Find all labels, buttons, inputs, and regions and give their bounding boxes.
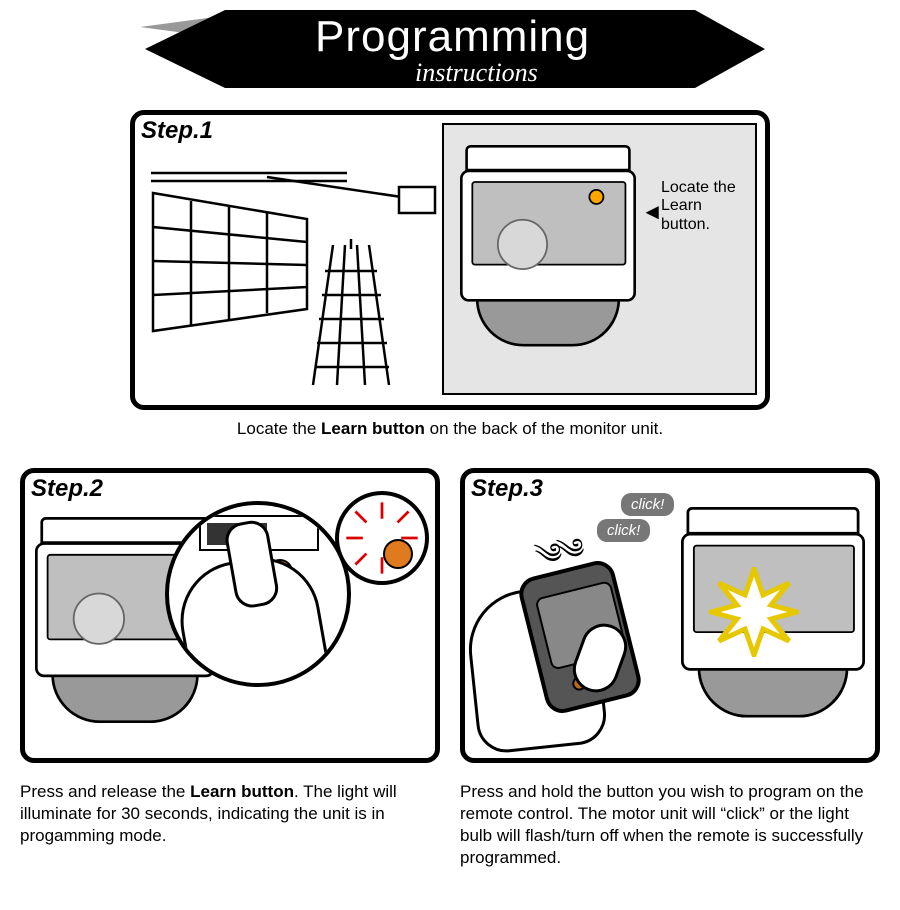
step2-column: Step.2 [20, 468, 440, 869]
step2-caption-pre: Press and release the [20, 782, 190, 801]
lightbulb-icon [497, 219, 548, 270]
step1-caption: Locate the Learn button on the back of t… [130, 418, 770, 440]
step1-detail-inset: ◄ Locate the Learn button. [442, 123, 757, 395]
step1-label: Step.1 [141, 117, 213, 145]
step2-caption: Press and release the Learn button. The … [20, 781, 440, 847]
steps-row: Step.2 [0, 468, 900, 869]
step1-caption-bold: Learn button [321, 419, 425, 438]
step1-callout-text: Locate the Learn button. [661, 179, 747, 234]
banner-title-text: Programming [315, 12, 590, 62]
step3-caption: Press and hold the button you wish to pr… [460, 781, 880, 869]
title-banner: Programming instructions [145, 10, 765, 88]
step3-panel: Step.3 click! click! ༄༄ [460, 468, 880, 763]
motor-unit-icon [460, 145, 636, 347]
garage-illustration [147, 153, 437, 393]
burst-icon [339, 495, 425, 581]
click-bubble-2: click! [597, 519, 650, 542]
page-header: Programming instructions [0, 10, 900, 100]
step2-label: Step.2 [31, 475, 103, 503]
step2-caption-bold: Learn button [190, 782, 294, 801]
step1-caption-pre: Locate the [237, 419, 321, 438]
step3-label: Step.3 [471, 475, 543, 503]
step1-panel: Step.1 [130, 110, 770, 410]
light-flash-icon [709, 567, 799, 657]
led-lit-detail [335, 491, 429, 585]
banner-subtitle-text: instructions [415, 58, 538, 88]
banner-right-point [695, 10, 765, 88]
step3-column: Step.3 click! click! ༄༄ Pr [460, 468, 880, 869]
learn-button-lit-icon [383, 539, 413, 569]
press-button-detail [165, 501, 351, 687]
arrow-left-icon: ◄ [641, 199, 663, 225]
banner-left-point [145, 10, 225, 88]
click-bubble-1: click! [621, 493, 674, 516]
step1-caption-post: on the back of the monitor unit. [425, 419, 663, 438]
garage-svg [147, 153, 437, 393]
hand-pressing-icon [171, 548, 335, 687]
step2-panel: Step.2 [20, 468, 440, 763]
hand-holding-remote [477, 559, 657, 749]
learn-button-icon [588, 189, 604, 205]
lightbulb-icon [73, 593, 125, 645]
